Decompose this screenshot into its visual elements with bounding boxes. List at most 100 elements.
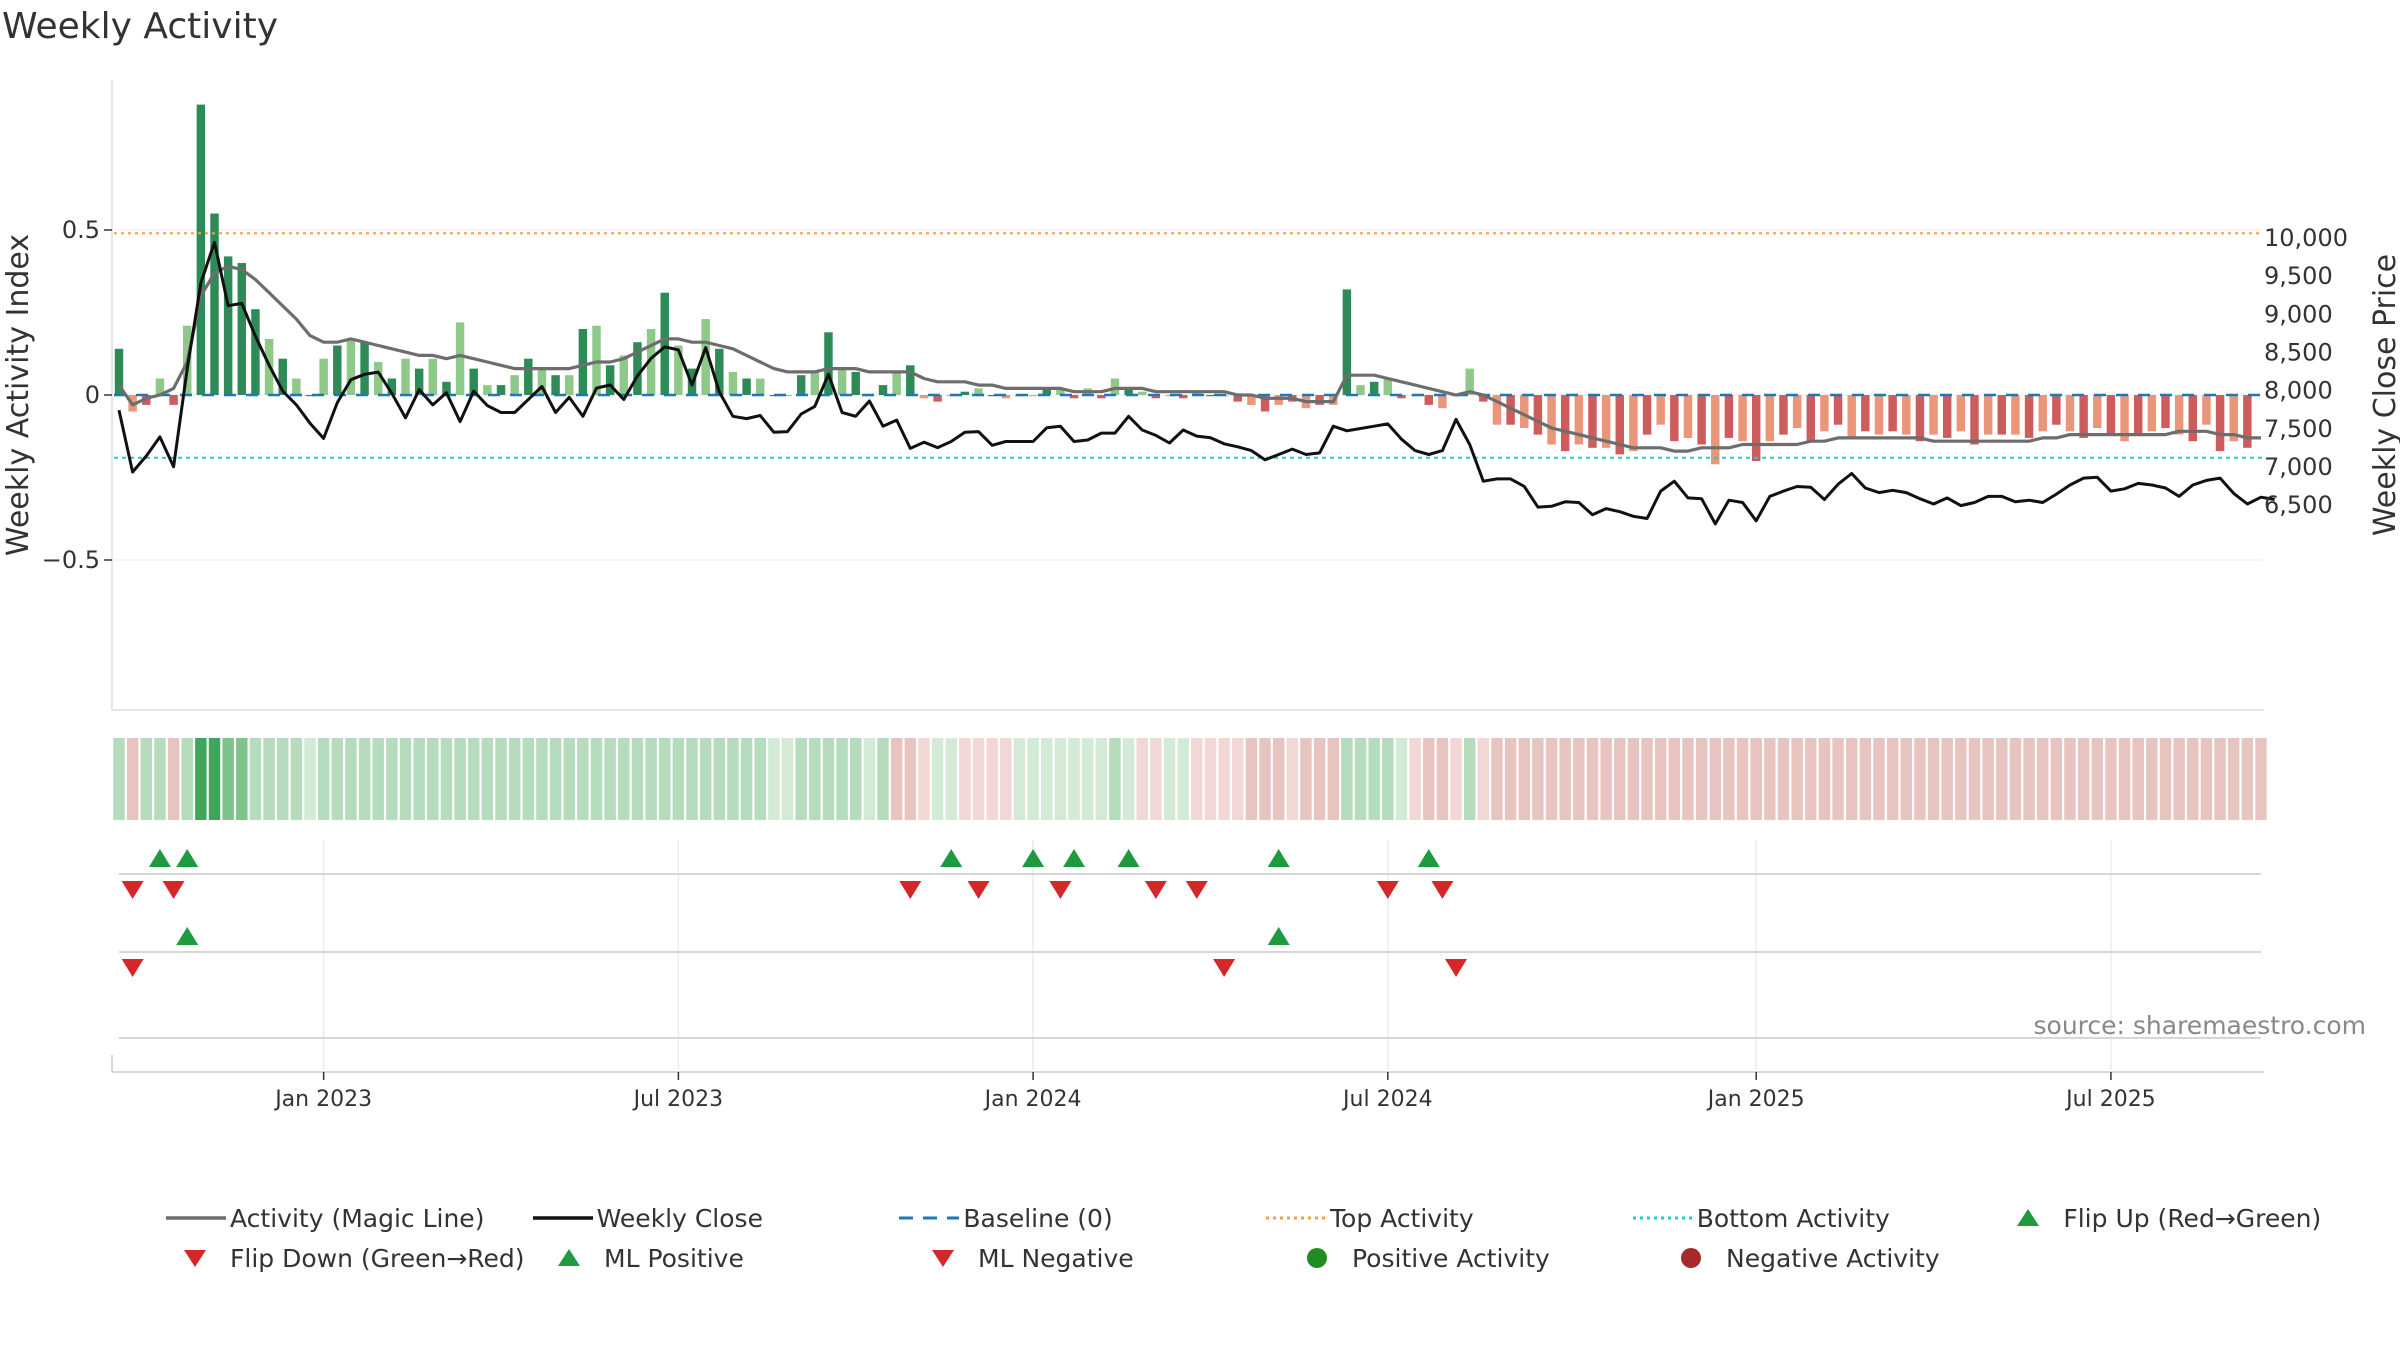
ml-positive-marker-1 [1267, 927, 1290, 945]
x-tick-label-5: Jul 2025 [2064, 1087, 2156, 1112]
activity-bar-135 [1956, 395, 1966, 432]
activity-bar-58 [906, 365, 915, 395]
activity-bar-21 [401, 358, 410, 395]
activity-bar-6 [196, 104, 206, 395]
activity-bar-78 [1178, 395, 1188, 399]
activity-bar-53 [837, 368, 847, 395]
strip-cell-149 [2146, 738, 2158, 820]
activity-bar-76 [1151, 395, 1161, 399]
activity-bar-130 [1888, 395, 1897, 432]
strip-cell-119 [1736, 738, 1749, 820]
strip-cell-87 [1300, 738, 1312, 820]
triangle-up-icon [2017, 1209, 2040, 1226]
triangle-down-icon [184, 1250, 206, 1267]
strip-cell-121 [1764, 738, 1776, 820]
activity-bar-103 [1520, 395, 1529, 428]
activity-bar-156 [2243, 395, 2252, 448]
strip-cell-28 [495, 738, 507, 820]
strip-cell-97 [1436, 738, 1449, 820]
activity-bar-120 [1751, 395, 1761, 461]
activity-bar-18 [360, 342, 369, 395]
strip-cell-153 [2200, 738, 2213, 820]
strip-cell-144 [2077, 738, 2090, 820]
activity-bar-41 [674, 345, 683, 395]
strip-cell-114 [1668, 738, 1681, 820]
activity-bar-148 [2133, 395, 2143, 435]
strip-cell-80 [1204, 738, 1217, 820]
strip-cell-0 [113, 738, 125, 820]
strip-cell-16 [331, 738, 344, 820]
strip-cell-81 [1218, 738, 1230, 820]
strip-cell-22 [413, 738, 425, 820]
activity-bar-140 [2024, 395, 2034, 438]
strip-cell-13 [290, 738, 303, 820]
activity-bar-12 [278, 358, 287, 395]
strip-cell-155 [2227, 738, 2240, 820]
strip-cell-38 [631, 738, 644, 820]
strip-cell-65 [1000, 738, 1012, 820]
strip-cell-108 [1586, 738, 1599, 820]
strip-cell-4 [167, 738, 180, 820]
activity-bar-105 [1547, 395, 1556, 445]
strip-cell-32 [549, 738, 562, 820]
strip-cell-19 [372, 738, 384, 820]
activity-bar-83 [1247, 395, 1256, 405]
activity-bar-141 [2038, 395, 2047, 432]
line-swatch-icon [1632, 1216, 1693, 1220]
right-tick-label-0: 10,000 [2264, 224, 2348, 252]
strip-cell-101 [1491, 738, 1503, 820]
strip-cell-47 [754, 738, 766, 820]
strip-cell-70 [1068, 738, 1080, 820]
strip-cell-61 [945, 738, 957, 820]
activity-bars [114, 104, 2252, 465]
strip-cell-42 [686, 738, 698, 820]
activity-bar-100 [1479, 395, 1488, 402]
strip-cell-123 [1791, 738, 1803, 820]
activity-bar-114 [1670, 395, 1679, 442]
activity-bar-152 [2188, 395, 2198, 442]
activity-bar-154 [2215, 395, 2225, 452]
activity-bar-111 [1629, 395, 1638, 452]
activity-bar-7 [210, 213, 219, 395]
activity-bar-35 [592, 325, 601, 395]
left-tick-label-0: 0.5 [62, 216, 100, 244]
activity-bar-153 [2202, 395, 2211, 425]
activity-bar-80 [1206, 395, 1215, 397]
weekly-close-line [117, 240, 2275, 526]
activity-bar-75 [1138, 391, 1147, 395]
circle-icon [1681, 1248, 1701, 1268]
activity-bar-139 [2011, 395, 2020, 435]
activity-bar-51 [810, 371, 820, 395]
right-tick-label-6: 7,000 [2264, 453, 2333, 481]
activity-bar-118 [1724, 395, 1734, 438]
strip-cell-45 [727, 738, 739, 820]
legend-item-9: Positive Activity [1282, 1243, 1656, 1273]
strip-cell-3 [154, 738, 166, 820]
strip-cell-120 [1750, 738, 1762, 820]
activity-bar-112 [1642, 395, 1652, 435]
strip-cell-23 [427, 738, 439, 820]
right-tick-label-7: 6,500 [2264, 491, 2333, 519]
activity-bar-16 [333, 345, 342, 395]
legend-item-8: ML Negative [908, 1243, 1282, 1273]
strip-cell-103 [1518, 738, 1530, 820]
strip-cell-135 [1955, 738, 1967, 820]
activity-bar-13 [292, 378, 301, 395]
strip-cell-55 [863, 738, 876, 820]
activity-bar-91 [1356, 385, 1365, 395]
activity-bar-25 [455, 322, 465, 395]
strip-cell-78 [1177, 738, 1189, 820]
activity-bar-121 [1765, 395, 1775, 442]
legend-row-0: Activity (Magic Line) Weekly Close Baselin… [160, 1198, 2360, 1238]
strip-cell-117 [1709, 738, 1721, 820]
strip-cell-62 [959, 738, 971, 820]
activity-bar-143 [2065, 395, 2075, 432]
flip-up-marker-3 [1022, 849, 1045, 867]
activity-bar-67 [1028, 395, 1038, 397]
strip-cell-109 [1600, 738, 1612, 820]
strip-cell-41 [672, 738, 685, 820]
strip-cell-91 [1354, 738, 1367, 820]
activity-bar-45 [728, 371, 738, 395]
strip-cell-44 [713, 738, 726, 820]
triangle-down-icon [932, 1250, 954, 1267]
